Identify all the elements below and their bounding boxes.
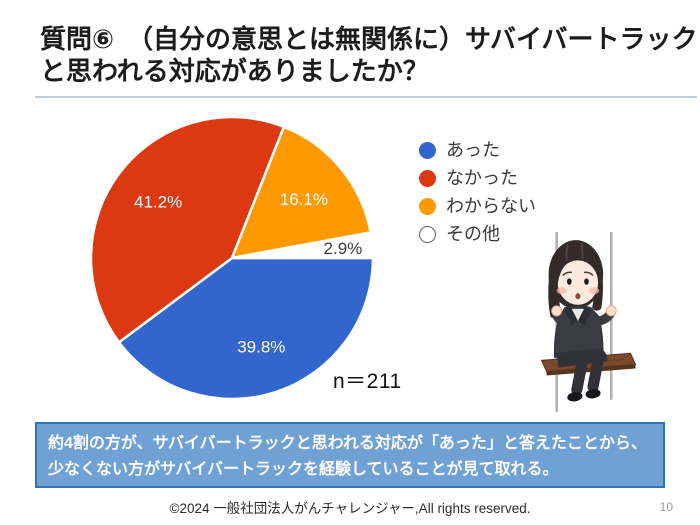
legend-label: その他 [446,224,500,244]
pie-slice-2 [230,125,372,260]
legend-label: わからない [446,196,536,216]
pie-slice-label-0: 39.8% [237,337,285,356]
chart-legend: あったなかったわからないその他 [419,136,536,248]
legend-swatch-icon [419,169,436,187]
pie-chart: 39.8% 41.2% 16.1% 2.9% [89,115,375,401]
legend-item-0: あった [419,136,536,164]
page-number: 10 [659,500,673,514]
note-text: 約4割の方が、サバイバートラックと思われる対応が「あった」と答えたことから、少な… [48,435,647,478]
pie-slice-0 [117,256,375,401]
pie-slice-label-2: 16.1% [280,190,328,209]
pie-slice-label-3: 2.9% [324,239,363,258]
legend-swatch-icon [419,197,436,215]
legend-item-2: わからない [419,192,536,220]
page-title-line-2: と思われる対応がありましたか？ [40,55,429,86]
legend-swatch-icon [419,141,436,159]
pie-slice-1 [89,115,286,344]
title-underline [35,96,697,98]
sample-size-label: n＝211 [333,370,402,393]
legend-swatch-icon [419,225,436,243]
copyright-text: ©2024 一般社団法人がんチャレンジャー,All rights reserve… [169,501,531,516]
legend-item-3: その他 [419,220,536,248]
note-box: 約4割の方が、サバイバートラックと思われる対応が「あった」と答えたことから、少な… [35,422,665,488]
legend-label: あった [446,140,500,160]
pie-slice-3 [230,231,375,260]
pie-slice-label-1: 41.2% [134,192,182,211]
sad-person [548,240,617,402]
legend-item-1: なかった [419,164,536,192]
page-title: 質問⑥ （自分の意思とは無関係に）サバイバートラック と思われる対応がありました… [40,24,697,87]
legend-label: なかった [446,168,518,188]
sad-person-swing-illustration [540,232,637,412]
page-title-line-1: 質問⑥ （自分の意思とは無関係に）サバイバートラック [40,24,698,54]
